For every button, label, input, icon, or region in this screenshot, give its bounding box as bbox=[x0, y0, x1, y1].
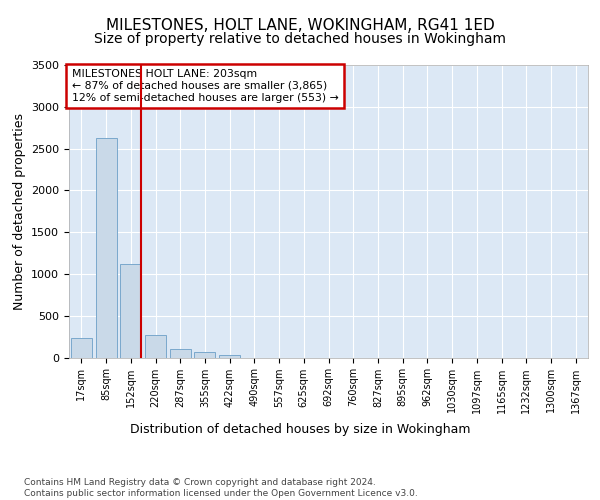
Bar bbox=[145, 335, 166, 357]
Text: Contains HM Land Registry data © Crown copyright and database right 2024.
Contai: Contains HM Land Registry data © Crown c… bbox=[24, 478, 418, 498]
Y-axis label: Number of detached properties: Number of detached properties bbox=[13, 113, 26, 310]
Bar bbox=[120, 264, 141, 358]
Text: Distribution of detached houses by size in Wokingham: Distribution of detached houses by size … bbox=[130, 422, 470, 436]
Text: Size of property relative to detached houses in Wokingham: Size of property relative to detached ho… bbox=[94, 32, 506, 46]
Bar bbox=[170, 349, 191, 358]
Text: MILESTONES HOLT LANE: 203sqm
← 87% of detached houses are smaller (3,865)
12% of: MILESTONES HOLT LANE: 203sqm ← 87% of de… bbox=[71, 70, 338, 102]
Bar bbox=[219, 355, 240, 358]
Text: MILESTONES, HOLT LANE, WOKINGHAM, RG41 1ED: MILESTONES, HOLT LANE, WOKINGHAM, RG41 1… bbox=[106, 18, 494, 32]
Bar bbox=[95, 138, 116, 358]
Bar bbox=[194, 352, 215, 358]
Bar bbox=[71, 338, 92, 357]
